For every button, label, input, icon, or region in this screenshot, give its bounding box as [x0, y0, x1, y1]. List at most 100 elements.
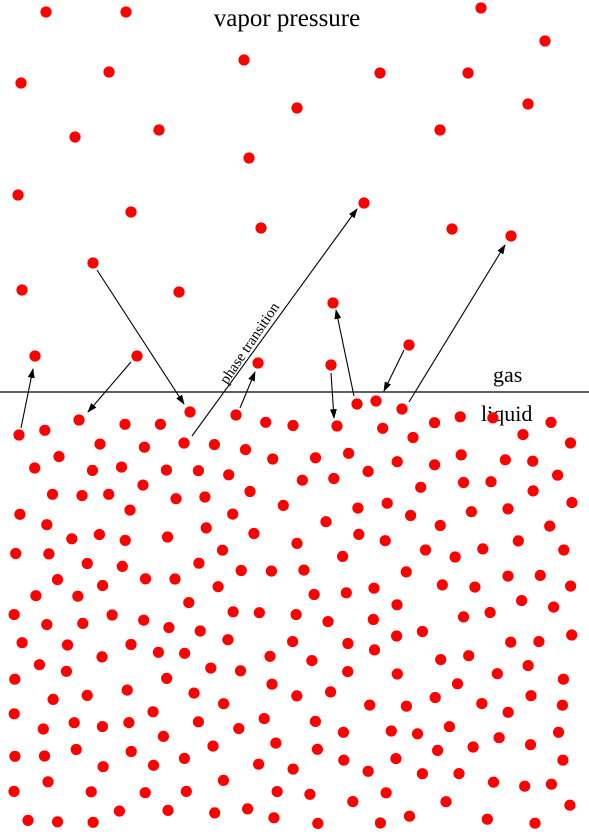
liquid-molecule [290, 609, 302, 621]
liquid-molecule [227, 606, 239, 618]
liquid-molecule [123, 717, 135, 729]
liquid-molecule [260, 416, 272, 428]
gas-molecule [434, 124, 446, 136]
liquid-molecule [248, 527, 260, 540]
liquid-molecule [209, 807, 221, 819]
liquid-molecule [481, 813, 493, 825]
liquid-molecule [432, 744, 444, 757]
liquid-molecule [291, 690, 303, 702]
liquid-molecule [33, 659, 46, 671]
liquid-molecule [368, 582, 380, 594]
liquid-molecule [381, 497, 393, 509]
gas-molecule [125, 206, 137, 218]
liquid-molecule [43, 548, 55, 560]
liquid-molecule [96, 651, 108, 663]
liquid-molecule [544, 520, 556, 532]
liquid-molecule [545, 416, 557, 428]
liquid-molecule [208, 439, 220, 451]
liquid-molecule [125, 638, 137, 651]
liquid-molecule [362, 765, 374, 777]
liquid-molecule [524, 739, 537, 751]
liquid-molecule [469, 581, 481, 593]
liquid-molecule [525, 690, 537, 702]
liquid-molecule [502, 706, 514, 718]
liquid-molecule [443, 721, 455, 733]
liquid-molecule [403, 810, 416, 822]
liquid-molecule [76, 490, 88, 502]
liquid-molecule [527, 485, 539, 497]
liquid-molecule [147, 759, 160, 771]
liquid-molecule [337, 550, 349, 563]
surface-molecule [178, 437, 190, 449]
liquid-molecule [415, 481, 427, 493]
liquid-molecule [14, 508, 26, 520]
liquid-molecule [552, 726, 565, 738]
liquid-molecule [227, 508, 239, 520]
liquid-molecule [152, 646, 164, 658]
gas-molecule [173, 286, 185, 298]
liquid-molecule [200, 522, 212, 534]
gas-molecule [403, 339, 415, 351]
liquid-molecule [411, 728, 424, 740]
liquid-molecule [222, 634, 234, 646]
liquid-molecule [390, 753, 402, 765]
liquid-molecule [119, 534, 131, 547]
liquid-molecule [113, 805, 125, 817]
liquid-molecule [96, 721, 108, 733]
liquid-molecule [533, 636, 545, 648]
liquid-molecule [337, 726, 349, 738]
liquid-molecule [306, 655, 318, 667]
liquid-molecule [485, 476, 497, 488]
liquid-molecule [160, 464, 172, 476]
gas-molecule [291, 102, 303, 114]
liquid-molecule [362, 465, 374, 477]
liquid-molecule [453, 768, 465, 780]
liquid-molecule [242, 803, 254, 815]
surface-molecule [184, 406, 196, 418]
liquid-molecule [296, 474, 308, 486]
liquid-molecule [325, 686, 337, 698]
gas-molecule [243, 152, 255, 164]
liquid-molecule [47, 693, 59, 706]
liquid-molecule [377, 422, 389, 434]
surface-molecule [13, 429, 25, 441]
liquid-molecule [352, 502, 364, 514]
molecule-motion-arrow [191, 208, 358, 437]
molecule-motion-arrow [239, 371, 256, 409]
liquid-molecule [264, 650, 276, 662]
gas-molecule [475, 2, 487, 14]
molecule-motion-arrow [20, 368, 35, 429]
liquid-molecule [304, 788, 316, 800]
liquid-molecule [287, 636, 299, 648]
liquid-molecule [8, 785, 20, 798]
liquid-molecule [233, 723, 245, 735]
liquid-molecule [199, 491, 211, 503]
liquid-molecule [487, 412, 499, 424]
liquid-molecule [429, 691, 441, 704]
liquid-molecule [154, 418, 166, 430]
liquid-molecule [449, 551, 461, 563]
liquid-molecule [534, 569, 546, 582]
liquid-molecule [42, 776, 54, 788]
liquid-molecule [86, 464, 98, 476]
molecule-motion-arrow [334, 309, 355, 397]
liquid-molecule [291, 537, 303, 550]
liquid-molecule [451, 678, 464, 690]
liquid-molecule [391, 668, 403, 680]
liquid-molecule [103, 488, 115, 500]
liquid-molecule [271, 786, 283, 798]
liquid-molecule [529, 817, 541, 829]
liquid-molecule [312, 817, 324, 830]
liquid-molecule [517, 429, 529, 441]
gas-molecule [252, 357, 264, 369]
liquid-molecule [516, 595, 528, 607]
liquid-molecule [566, 497, 578, 509]
gas-molecule [16, 284, 28, 296]
liquid-molecule [435, 654, 447, 666]
liquid-molecule [94, 438, 106, 450]
liquid-molecule [125, 745, 137, 758]
liquid-molecule [548, 601, 560, 613]
liquid-molecule [428, 417, 441, 429]
liquid-molecule [309, 715, 321, 728]
liquid-molecule [68, 717, 80, 729]
